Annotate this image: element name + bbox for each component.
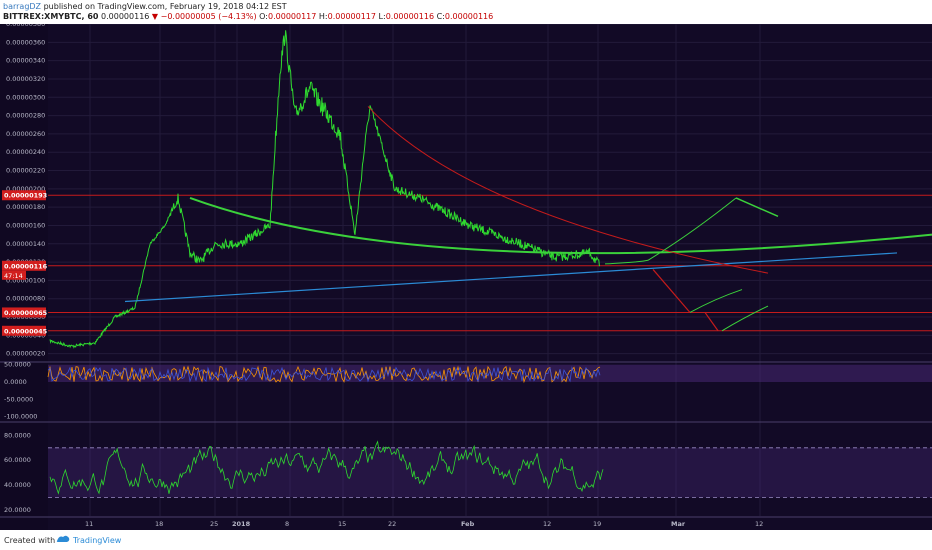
stochastic-axis-tick: 0.0000: [4, 378, 27, 386]
price-axis-tick: 0.00000140: [6, 240, 45, 248]
price-axis-tick: 0.00000200: [6, 185, 45, 193]
projection-arrow-down: [704, 312, 719, 332]
footer: Created with TradingView: [0, 530, 932, 550]
price-axis-tick: 0.00000360: [6, 38, 45, 46]
price-axis-tick: 0.00000320: [6, 75, 45, 83]
down-arrow-icon: ▼: [151, 12, 159, 21]
open-value: 0.00000117: [268, 12, 317, 21]
price-axis-tick: 0.00000280: [6, 112, 45, 120]
time-axis-tick: 12: [543, 520, 551, 528]
red-decay-curve: [367, 106, 769, 274]
stochastic-axis-tick: -100.0000: [4, 413, 37, 421]
time-axis-tick: 18: [155, 520, 163, 528]
close-value: 0.00000116: [444, 12, 494, 21]
high-value: 0.00000117: [327, 12, 376, 21]
chart-header: barragDZ published on TradingView.com, F…: [0, 0, 932, 24]
tradingview-logo-icon: [56, 535, 70, 542]
price-badge: [2, 190, 46, 201]
rsi-line: [49, 440, 604, 495]
low-value: 0.00000116: [385, 12, 435, 21]
time-axis-tick: 12: [755, 520, 763, 528]
price-badge-label: 0.00000065: [4, 309, 48, 317]
symbol-label: BITTREX:XMYBTC, 60: [3, 12, 99, 21]
price-axis-tick: 0.00000080: [6, 295, 45, 303]
stochastic-axis-tick: -50.0000: [4, 395, 33, 403]
projection-arrow-head: [735, 197, 779, 217]
author-link[interactable]: barragDZ: [3, 2, 42, 11]
price-change: −0.00000005 (−4.13%): [160, 12, 257, 21]
chart-area[interactable]: 0.000000200.000000400.000000600.00000080…: [0, 24, 932, 530]
price-axis-tick: 0.00000380: [6, 24, 45, 28]
price-axis-tick: 0.00000260: [6, 130, 45, 138]
high-label: H:: [318, 12, 328, 21]
time-axis-tick: Mar: [671, 520, 686, 528]
price-axis-tick: 0.00000340: [6, 57, 45, 65]
close-label: C:: [436, 12, 445, 21]
blue-trendline: [124, 252, 898, 303]
projection-arrow-down: [652, 269, 691, 313]
projection-arrow-up: [689, 289, 743, 313]
price-axis-tick: 0.00000180: [6, 203, 45, 211]
countdown-badge: [2, 270, 26, 280]
time-axis-tick: 19: [593, 520, 601, 528]
projection-arrow-up: [647, 197, 737, 261]
rsi-axis-tick: 20.0000: [4, 506, 31, 514]
price-axis-tick: 0.00000300: [6, 93, 45, 101]
time-axis-tick: Feb: [461, 520, 475, 528]
rsi-axis-tick: 60.0000: [4, 456, 31, 464]
price-axis-tick: 0.00000240: [6, 148, 45, 156]
price-badge: [2, 325, 46, 336]
time-axis-tick: 11: [85, 520, 93, 528]
price-badge-label: 0.00000116: [4, 262, 48, 270]
time-axis-tick: 22: [388, 520, 396, 528]
price-axis-tick: 0.00000020: [6, 350, 45, 358]
tradingview-brand[interactable]: TradingView: [73, 536, 122, 545]
price-axis-tick: 0.00000220: [6, 167, 45, 175]
price-badge: [2, 260, 46, 271]
price-axis-tick: 0.00000100: [6, 276, 45, 284]
price-badge: [2, 307, 46, 318]
time-axis-tick: 8: [285, 520, 289, 528]
time-axis-tick: 25: [210, 520, 218, 528]
created-with-text: Created with: [4, 536, 56, 545]
ohlc-line: BITTREX:XMYBTC, 60 0.00000116 ▼ −0.00000…: [3, 12, 493, 21]
projection-arrow-up: [721, 305, 769, 332]
price-series-line: [49, 30, 601, 349]
stochastic-axis-tick: 50.0000: [4, 361, 31, 369]
rsi-band: [48, 447, 932, 498]
low-label: L:: [378, 12, 386, 21]
countdown-label: 47:14: [4, 272, 23, 280]
stochastic-d-line: [47, 366, 601, 383]
price-badge-label: 0.00000045: [4, 327, 48, 335]
published-text: published on TradingView.com, February 1…: [43, 2, 287, 11]
projection-arrow-up: [604, 259, 649, 265]
green-arc-curve: [189, 197, 932, 255]
rsi-axis-tick: 80.0000: [4, 431, 31, 439]
open-label: O:: [259, 12, 268, 21]
rsi-axis-tick: 40.0000: [4, 481, 31, 489]
time-axis-tick: 2018: [232, 520, 251, 528]
price-axis-tick: 0.00000160: [6, 221, 45, 229]
price-badge-label: 0.00000193: [4, 192, 47, 200]
stochastic-k-line: [47, 365, 601, 384]
time-axis-tick: 15: [338, 520, 346, 528]
last-price: 0.00000116: [101, 12, 150, 21]
